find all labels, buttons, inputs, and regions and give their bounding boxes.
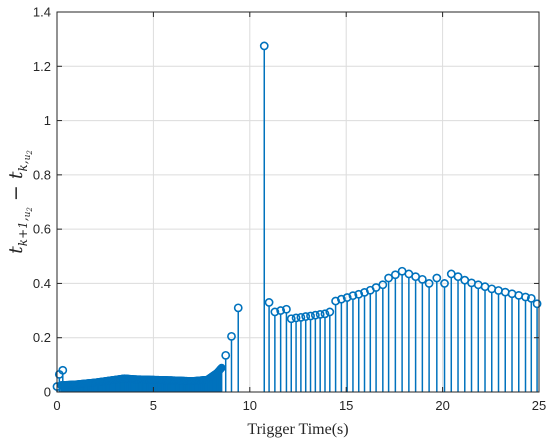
grid <box>57 12 539 392</box>
stem-marker <box>390 270 400 280</box>
x-tick-label: 0 <box>53 398 60 413</box>
plot-frame <box>56 11 540 393</box>
stem-marker <box>233 303 243 313</box>
stem-marker <box>286 314 296 324</box>
x-tick-label: 10 <box>243 398 257 413</box>
stem-marker <box>221 350 231 360</box>
stem-marker <box>331 296 340 306</box>
stem-marker <box>264 298 274 307</box>
stem-marker <box>315 309 325 319</box>
stem-marker <box>291 313 301 323</box>
stem-marker <box>521 292 530 302</box>
stem-marker <box>58 365 68 375</box>
x-axis-label: Trigger Time(s) <box>247 421 348 438</box>
stem-marker <box>282 304 291 314</box>
axis-ticks: 0 5 10 15 20 25 0 0.2 0.4 0.6 0.8 1 1.2 1.4 <box>33 5 546 414</box>
y-tick-label: 0.8 <box>33 167 51 182</box>
stem-marker <box>270 307 280 317</box>
stem-marker <box>306 311 315 321</box>
stem-marker <box>354 289 364 299</box>
stem-marker <box>336 294 346 304</box>
y-tick-label: 1.2 <box>33 59 51 74</box>
stem-marker <box>424 279 434 288</box>
stem-marker <box>301 312 311 321</box>
stem-marker <box>296 312 306 322</box>
stem-marker <box>310 310 320 320</box>
y-tick-label: 1.4 <box>33 5 51 20</box>
stem-marker <box>342 293 352 302</box>
stem-marker <box>325 307 335 317</box>
stem-marker <box>432 273 442 283</box>
stem-marker <box>440 279 449 288</box>
y-tick-label: 1 <box>44 113 51 128</box>
stem-marker <box>276 306 286 315</box>
stem-marker <box>259 41 269 51</box>
stem-marker <box>532 299 542 309</box>
x-tick-label: 15 <box>339 398 353 413</box>
stem-marker <box>417 274 427 284</box>
y-tick-label: 0.4 <box>33 276 51 291</box>
y-tick-label: 0.2 <box>33 330 51 345</box>
y-axis-label: tk+1,u2 − tk,u2 <box>5 150 34 254</box>
stem-marker <box>320 309 330 319</box>
dense-stem-marker <box>217 363 226 372</box>
y-tick-label: 0.6 <box>33 222 51 237</box>
stem-marker <box>348 291 358 301</box>
stem-marker <box>453 272 463 282</box>
data-series <box>52 41 542 392</box>
y-tick-label: 0 <box>44 385 51 400</box>
x-tick-label: 25 <box>532 398 546 413</box>
stem-marker <box>227 331 236 341</box>
stem-marker <box>378 280 388 290</box>
x-tick-label: 5 <box>150 398 157 413</box>
stem-marker <box>384 273 394 283</box>
stem-marker <box>526 293 536 303</box>
x-tick-label: 20 <box>435 398 449 413</box>
